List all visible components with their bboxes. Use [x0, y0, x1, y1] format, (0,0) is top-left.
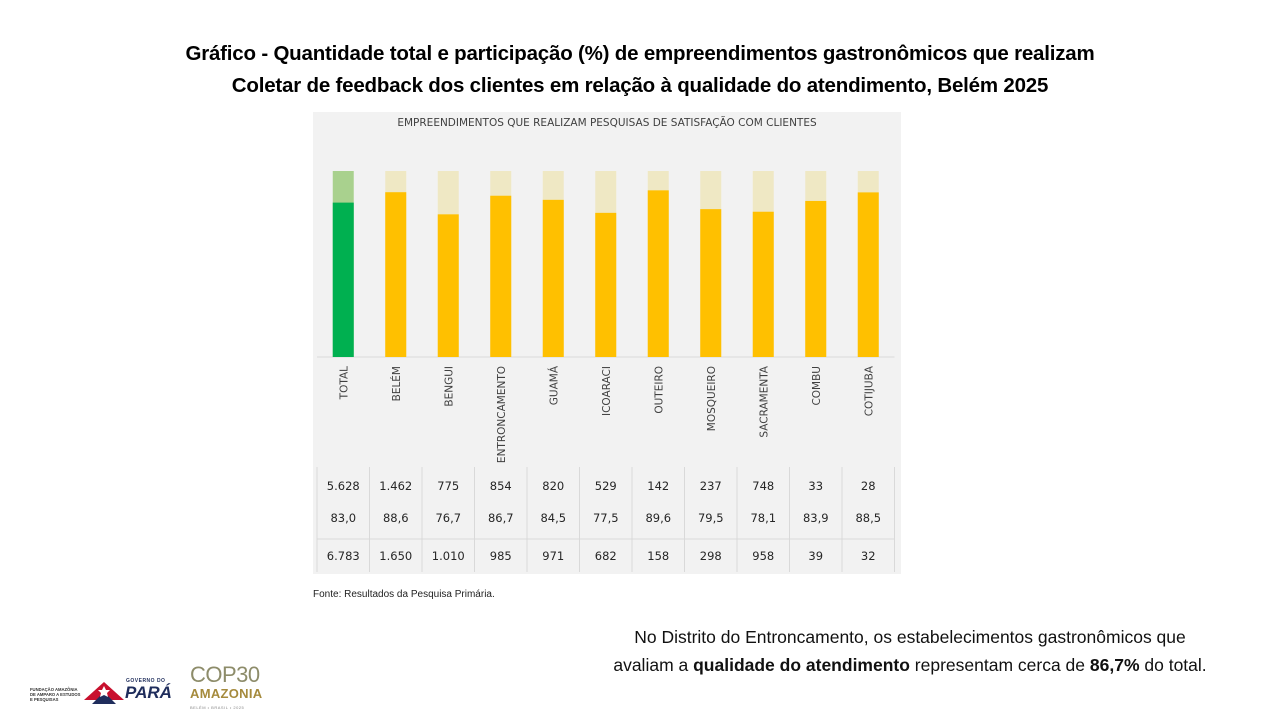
table-cell: 77,5 [593, 511, 619, 525]
table-cell: 32 [861, 549, 876, 563]
category-label: GUAMÁ [547, 365, 560, 405]
bar [385, 192, 407, 357]
category-label: BENGUI [443, 366, 455, 407]
bar [752, 211, 774, 357]
category-label: TOTAL [338, 366, 350, 400]
table-cell: 142 [647, 479, 669, 493]
fapespa-logo-text: Fundação Amazônia de Amparo a Estudos e … [30, 687, 81, 702]
table-cell: 88,5 [855, 511, 881, 525]
table-cell: 985 [490, 549, 512, 563]
insight-line-1: No Distrito do Entroncamento, os estabel… [634, 627, 1186, 647]
category-label: MOSQUEIRO [706, 366, 718, 431]
table-cell: 83,0 [330, 511, 356, 525]
insight-note: No Distrito do Entroncamento, os estabel… [540, 623, 1280, 679]
slide-title-line-1: Gráfico - Quantidade total e participaçã… [185, 42, 1095, 65]
table-cell: 89,6 [645, 511, 671, 525]
bar [647, 190, 669, 357]
insight-text-c: representam cerca de [909, 655, 1090, 675]
bar [857, 192, 879, 357]
category-label: ICOARACI [601, 366, 613, 416]
bar [490, 195, 512, 357]
table-cell: 5.628 [327, 479, 360, 493]
category-label: BELÉM [390, 366, 403, 401]
category-label: COMBU [811, 366, 823, 406]
para-text: PARÁ [125, 683, 172, 702]
bar [542, 199, 564, 357]
table-cell: 1.650 [379, 549, 412, 563]
bar [595, 212, 617, 357]
table-cell: 854 [490, 479, 512, 493]
insight-highlight-percent: 86,7% [1089, 655, 1140, 675]
bar-chart: TOTAL 5.628 83,0 6.783 BELÉM 1.462 88,6 1.650 BE… [316, 171, 895, 572]
governo-do-text: GOVERNO DO [126, 678, 166, 684]
table-cell: 83,9 [803, 511, 829, 525]
table-cell: 76,7 [435, 511, 461, 525]
table-cell: 682 [595, 549, 617, 563]
slide-title-line-2: Coletar de feedback dos clientes em rela… [231, 74, 1049, 97]
table-cell: 971 [542, 549, 564, 563]
table-cell: 86,7 [488, 511, 514, 525]
chart-title: EMPREENDIMENTOS QUE REALIZAM PESQUISAS D… [397, 117, 817, 129]
table-cell: 39 [808, 549, 823, 563]
table-cell: 820 [542, 479, 564, 493]
chart-panel: TOTAL 5.628 83,0 6.783 BELÉM 1.462 88,6 1.650 BE… [313, 112, 901, 574]
cop30-subtitle: BELÉM • BRASIL • 2025 [190, 705, 245, 710]
table-cell: 1.010 [432, 549, 465, 563]
logo-cop30-amazonia: COP30 AMAZONIA BELÉM • BRASIL • 2025 [188, 661, 274, 716]
table-cell: 958 [752, 549, 774, 563]
table-cell: 748 [752, 479, 774, 493]
table-cell: 78,1 [750, 511, 776, 525]
table-cell: 33 [808, 479, 823, 493]
table-cell: 88,6 [383, 511, 409, 525]
table-cell: 6.783 [327, 549, 360, 563]
table-cell: 237 [700, 479, 722, 493]
insight-text-e: do total. [1139, 655, 1207, 675]
category-label: ENTRONCAMENTO [496, 366, 508, 463]
bar [805, 200, 827, 357]
category-label: SACRAMENTA [758, 365, 770, 437]
insight-text-a: avaliam a [613, 655, 694, 675]
table-cell: 529 [595, 479, 617, 493]
table-cell: 84,5 [540, 511, 566, 525]
amazonia-text: AMAZONIA [190, 686, 263, 701]
table-cell: 79,5 [698, 511, 724, 525]
slide-title: Gráfico - Quantidade total e participaçã… [0, 38, 1280, 102]
insight-highlight-quality: qualidade do atendimento [693, 655, 910, 675]
insight-line-2: avaliam a qualidade do atendimento repre… [540, 651, 1280, 679]
category-label: COTIJUBA [863, 365, 875, 416]
bar [437, 214, 459, 357]
table-cell: 775 [437, 479, 459, 493]
table-cell: 28 [861, 479, 876, 493]
cop30-text: COP30 [190, 662, 260, 687]
source-note: Fonte: Resultados da Pesquisa Primária. [313, 589, 495, 600]
para-flag-icon [84, 682, 124, 704]
table-cell: 298 [700, 549, 722, 563]
logo-governo-para: Fundação Amazônia de Amparo a Estudos e … [30, 672, 180, 712]
bar [700, 209, 722, 357]
table-cell: 1.462 [379, 479, 412, 493]
bar [332, 202, 354, 357]
category-label: OUTEIRO [653, 366, 665, 414]
table-cell: 158 [647, 549, 669, 563]
